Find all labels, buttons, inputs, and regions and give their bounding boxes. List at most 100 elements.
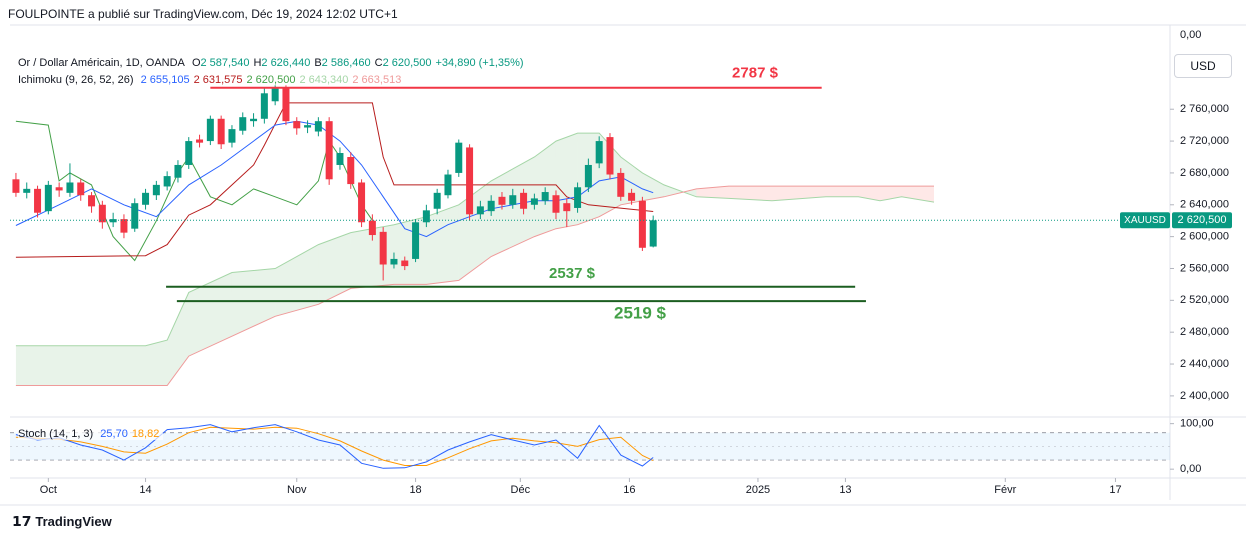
ohlc-value: 2 620,500 xyxy=(382,57,432,69)
x-tick-label: 18 xyxy=(409,484,421,496)
candle-body xyxy=(174,164,182,178)
symbol-title: Or / Dollar Américain, 1D, OANDA xyxy=(18,57,185,69)
ichimoku-legend: Ichimoku (9, 26, 52, 26) 2 655,105 2 631,… xyxy=(18,74,405,86)
candle-body xyxy=(530,198,538,205)
level-label: 2537 $ xyxy=(549,265,596,282)
candle-body xyxy=(541,192,549,201)
candle-body xyxy=(271,88,279,102)
cloud-segment xyxy=(15,345,60,386)
x-tick-label: Déc xyxy=(511,484,531,496)
y-tick-label: 2 520,000 xyxy=(1180,294,1229,306)
candle-body xyxy=(44,184,52,212)
stoch-k xyxy=(15,424,654,469)
candle-body xyxy=(617,172,625,197)
candle-body xyxy=(250,118,258,122)
y-tick-label: 2 760,000 xyxy=(1180,103,1229,115)
candle-body xyxy=(314,121,322,132)
ichimoku-value: 2 655,105 xyxy=(140,74,190,86)
span-a xyxy=(15,132,935,347)
cloud-segment xyxy=(426,204,459,285)
publisher: FOULPOINTE a publié sur TradingView.com,… xyxy=(8,7,398,21)
chikou xyxy=(15,120,373,262)
cloud-segment xyxy=(728,186,772,201)
candle-body xyxy=(358,182,366,223)
cloud-segment xyxy=(771,186,826,201)
candle-body xyxy=(120,219,128,233)
y-tick-label: 2 400,000 xyxy=(1180,390,1229,402)
symbol-tag-text: XAUUSD xyxy=(1124,215,1166,226)
ichimoku-value: 2 631,575 xyxy=(193,74,243,86)
price-tag xyxy=(1172,212,1232,229)
candle-body xyxy=(55,187,63,191)
x-tick-label: Févr xyxy=(994,484,1016,496)
level-label: 2787 $ xyxy=(732,65,779,82)
tenkan xyxy=(15,120,654,238)
candle-body xyxy=(347,157,355,185)
candle-body xyxy=(336,153,344,165)
x-tick-label: 14 xyxy=(139,484,151,496)
y-tick-label: 2 560,000 xyxy=(1180,262,1229,274)
price-tag-text: 2 620,500 xyxy=(1178,214,1227,226)
candle-body xyxy=(293,121,301,129)
currency-button[interactable]: USD xyxy=(1174,54,1232,78)
footer-logo: 𝟭𝟳 TradingView xyxy=(12,513,112,530)
candle-body xyxy=(412,222,420,259)
ohlc-key: H xyxy=(253,57,262,69)
candle-body xyxy=(228,129,236,143)
candle-body xyxy=(628,192,636,201)
span-b xyxy=(15,185,934,386)
level-label: 2519 $ xyxy=(614,304,667,323)
ichimoku-name: Ichimoku (9, 26, 52, 26) xyxy=(18,74,134,86)
stoch-name: Stoch (14, 1, 3) xyxy=(18,428,94,440)
cloud-segment xyxy=(825,186,859,197)
candle-body xyxy=(88,195,96,207)
candle-body xyxy=(185,141,193,165)
candle-body xyxy=(379,231,387,265)
y-tick-label: 2 680,000 xyxy=(1180,167,1229,179)
ichimoku-value: 2 643,340 xyxy=(299,74,349,86)
stoch-legend: Stoch (14, 1, 3) 25,70 18,82 xyxy=(18,428,164,440)
candle-body xyxy=(433,192,441,209)
y-tick-label: 2 600,000 xyxy=(1180,231,1229,243)
candle-body xyxy=(206,118,214,142)
symbol-legend: Or / Dollar Américain, 1D, OANDA O2 587,… xyxy=(18,57,528,69)
stoch-k-value: 25,70 xyxy=(100,428,128,440)
cloud-segment xyxy=(555,133,578,229)
candle-body xyxy=(66,182,74,193)
cloud-segment xyxy=(642,172,664,201)
ohlc-value: 2 626,440 xyxy=(261,57,311,69)
candle-body xyxy=(109,219,117,223)
candle-body xyxy=(152,184,160,196)
ohlc-key: B xyxy=(314,57,322,69)
candle-body xyxy=(476,206,484,215)
candle-body xyxy=(131,203,139,229)
candle-body xyxy=(304,125,312,128)
x-tick-label: 17 xyxy=(1109,484,1121,496)
candle-body xyxy=(509,195,517,205)
candle-body xyxy=(34,188,42,213)
stoch-y-tick-label: 100,00 xyxy=(1180,418,1214,430)
y-tick-label: 2 720,000 xyxy=(1180,135,1229,147)
cloud-segment xyxy=(59,345,103,386)
candle-body xyxy=(390,258,398,265)
ichimoku-value: 2 663,513 xyxy=(352,74,402,86)
cloud-segment xyxy=(696,186,729,199)
change: +34,890 (+1,35%) xyxy=(435,57,524,69)
candle-body xyxy=(444,174,452,196)
y-tick-label: 2 640,000 xyxy=(1180,199,1229,211)
candle-body xyxy=(260,93,268,119)
candle-body xyxy=(196,139,204,143)
candle-body xyxy=(520,192,528,209)
stoch-y-tick-label: 0,00 xyxy=(1180,463,1201,475)
candle-body xyxy=(487,200,495,212)
candle-body xyxy=(466,147,474,215)
y-tick-label: 2 440,000 xyxy=(1180,358,1229,370)
candle-body xyxy=(163,176,171,187)
y-tick-label: 2 480,000 xyxy=(1180,326,1229,338)
candle-body xyxy=(142,192,150,205)
ohlc-key: C xyxy=(374,57,383,69)
ohlc-value: 2 587,540 xyxy=(200,57,250,69)
main-pane xyxy=(12,85,935,386)
